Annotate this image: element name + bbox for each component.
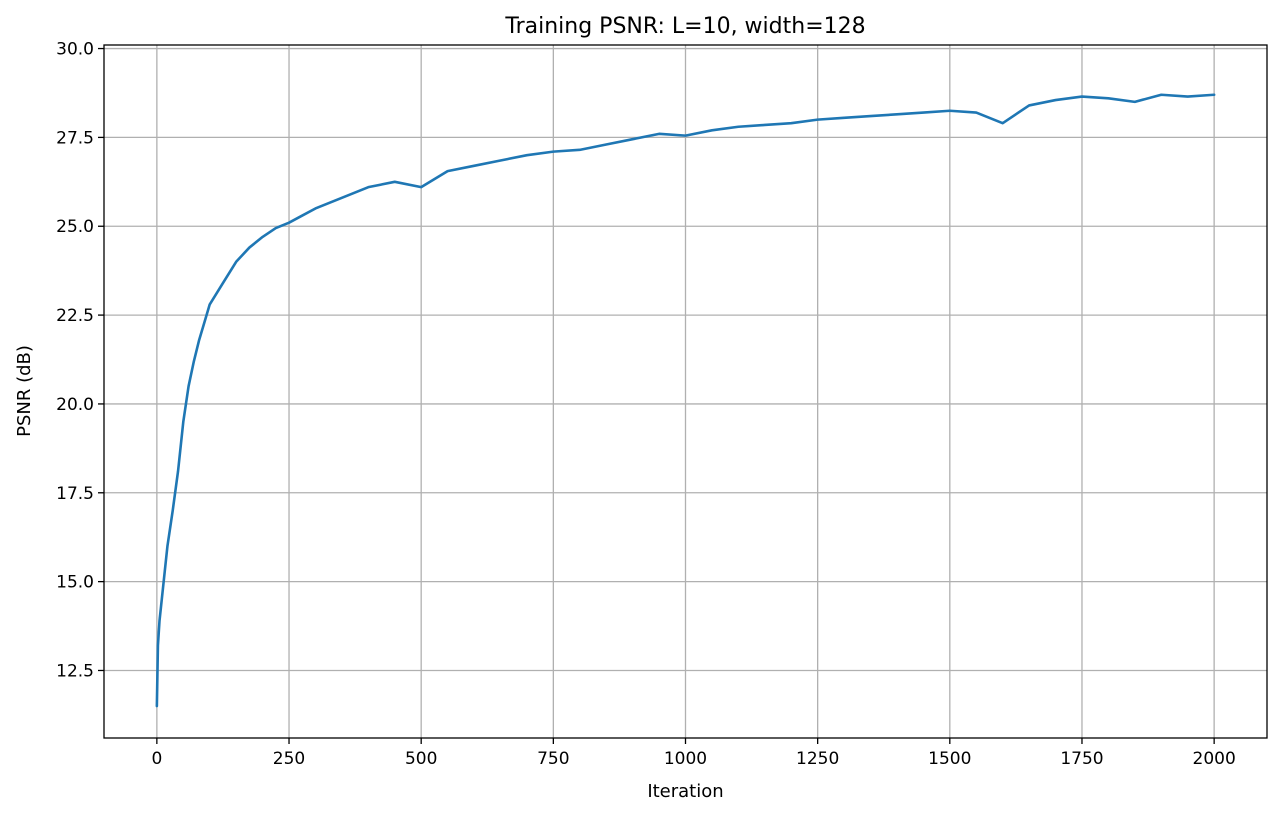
y-tick-label: 15.0 — [56, 573, 94, 593]
chart-title: Training PSNR: L=10, width=128 — [504, 14, 865, 39]
x-tick-label: 1750 — [1060, 749, 1103, 769]
y-tick-label: 30.0 — [56, 40, 94, 60]
psnr-series-line — [155, 93, 1216, 708]
x-tick-label: 2000 — [1193, 749, 1236, 769]
y-axis-label: PSNR (dB) — [14, 345, 35, 437]
x-tick-label: 750 — [537, 749, 569, 769]
x-tick-label: 250 — [273, 749, 305, 769]
series-layer — [155, 93, 1216, 708]
y-tick-label: 22.5 — [56, 306, 94, 326]
x-tick-label: 1000 — [664, 749, 707, 769]
y-tick-label: 12.5 — [56, 661, 94, 681]
x-tick-label: 1500 — [928, 749, 971, 769]
grid-lines — [104, 45, 1267, 738]
x-tick-label: 1250 — [796, 749, 839, 769]
x-axis-label: Iteration — [647, 781, 723, 802]
x-tick-label: 0 — [151, 749, 162, 769]
axis-ticks: 0 250 500 750 1000 1250 1500 1750 2000 12.5 15.0 17… — [56, 40, 1236, 769]
y-tick-label: 25.0 — [56, 217, 94, 237]
x-tick-label: 500 — [405, 749, 437, 769]
y-tick-label: 20.0 — [56, 395, 94, 415]
y-tick-label: 17.5 — [56, 484, 94, 504]
y-tick-label: 27.5 — [56, 128, 94, 148]
